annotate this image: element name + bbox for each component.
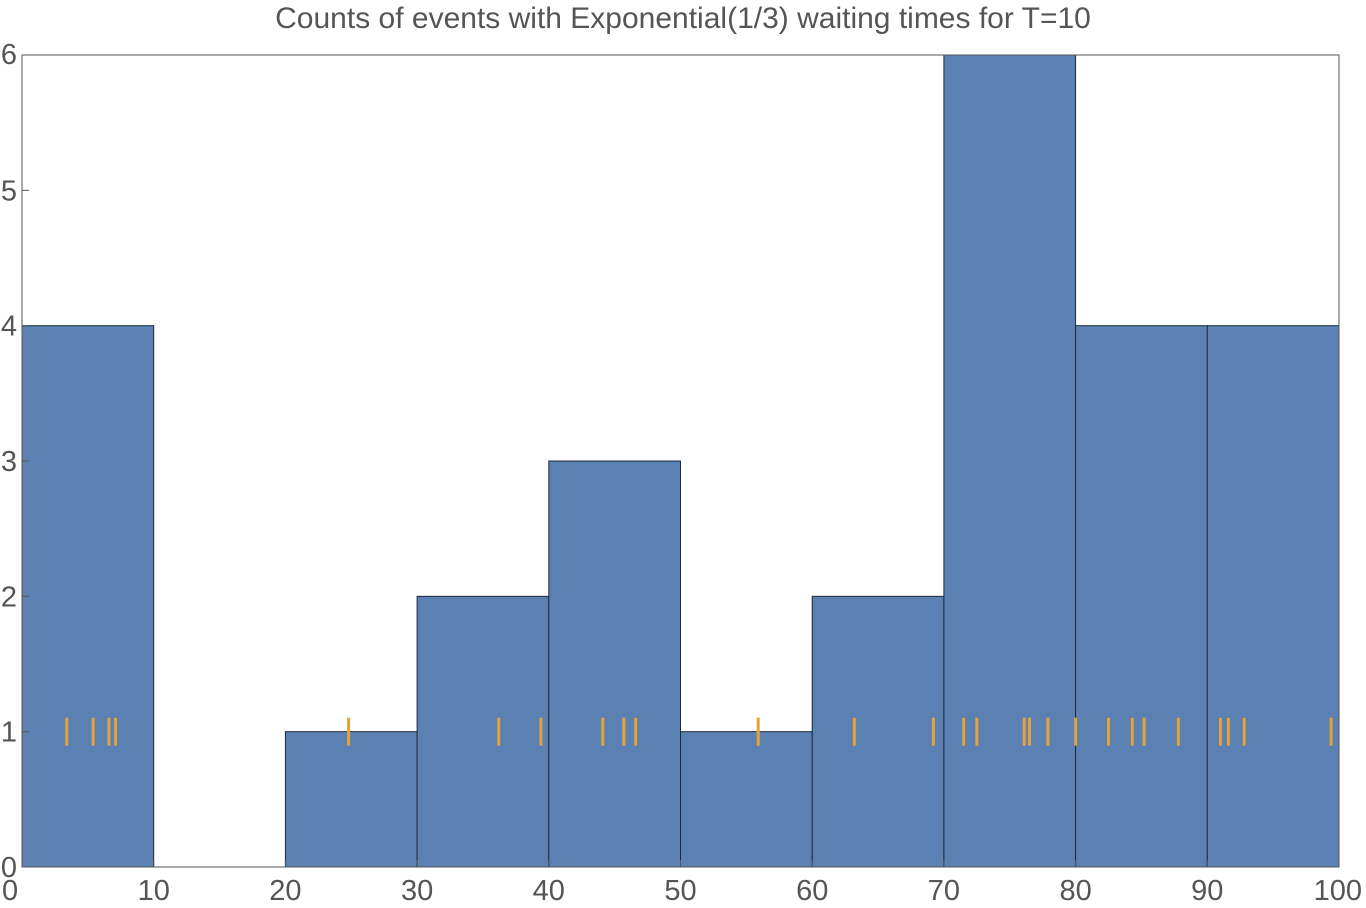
y-axis-ticks: 0 1 2 3 4 5 6 [1, 39, 29, 884]
y-tick-label-3: 3 [1, 446, 17, 478]
y-tick-label-6: 6 [1, 39, 17, 71]
x-tick-label-5: 50 [664, 875, 696, 907]
histogram-bar-4 [548, 460, 681, 868]
x-tick-label-2: 20 [269, 875, 301, 907]
x-tick-label-6: 60 [796, 875, 828, 907]
x-axis-ticks: 0 10 20 30 40 50 60 70 80 90 100 [2, 860, 1362, 907]
event-marks [65, 717, 1333, 746]
histogram-bar-7 [943, 54, 1077, 868]
y-tick-label-4: 4 [1, 311, 17, 343]
x-tick-label-7: 70 [928, 875, 960, 907]
y-tick-label-1: 1 [1, 717, 17, 749]
histogram-bar-0 [21, 325, 155, 868]
x-tick-label-8: 80 [1059, 875, 1091, 907]
x-tick-label-10: 100 [1314, 875, 1362, 907]
x-tick-label-1: 10 [138, 875, 170, 907]
y-tick-label-0: 0 [1, 852, 17, 884]
x-tick-label-4: 40 [533, 875, 565, 907]
histogram-bar-2 [284, 731, 418, 868]
histogram-bar-9 [1206, 325, 1340, 868]
x-tick-label-9: 90 [1191, 875, 1223, 907]
x-tick-label-0: 0 [2, 875, 18, 907]
y-tick-label-2: 2 [1, 581, 17, 613]
histogram-bar-6 [811, 595, 945, 868]
histogram-bar-8 [1075, 325, 1208, 868]
histogram-bars [21, 54, 1340, 868]
y-tick-label-5: 5 [1, 175, 17, 207]
histogram-bar-5 [680, 731, 813, 868]
histogram-bar-3 [416, 595, 550, 868]
x-tick-label-3: 30 [401, 875, 433, 907]
chart-title: Counts of events with Exponential(1/3) w… [275, 2, 1091, 35]
